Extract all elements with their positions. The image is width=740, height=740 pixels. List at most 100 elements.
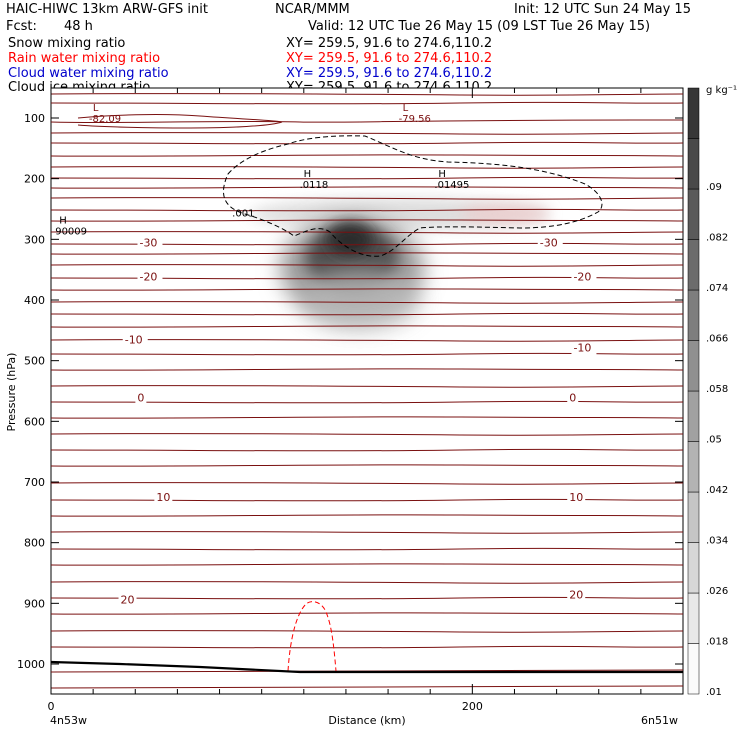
- field-label-cloud-water: Cloud water mixing ratio: [8, 66, 169, 81]
- cloud-water-contour: [223, 135, 603, 257]
- isotherm-line: [51, 312, 683, 316]
- temperature-contours: [51, 93, 683, 689]
- low-contour: [77, 114, 283, 129]
- y-tick-label: 600: [24, 415, 45, 428]
- contour-label: -30: [139, 237, 157, 250]
- colorbar-label: .074: [706, 283, 728, 294]
- contour-label: -30: [540, 237, 558, 250]
- isotherm-line: [51, 197, 683, 200]
- y-tick-label: 100: [24, 112, 45, 125]
- colorbar-label: .018: [706, 637, 728, 648]
- field-label-rain: Rain water mixing ratio: [8, 51, 161, 66]
- isotherm-line: [51, 101, 683, 105]
- fcst-label: Fcst:: [6, 19, 37, 34]
- isotherm-line: [51, 645, 683, 649]
- isotherm-line: [51, 219, 683, 222]
- colorbar-band: [687, 289, 700, 341]
- isotherm-line: [51, 547, 683, 551]
- isotherm-line: [51, 288, 683, 291]
- isotherm-line: [51, 252, 683, 255]
- colorbar-band: [687, 188, 700, 240]
- isotherm-line: [51, 433, 683, 436]
- title-left: HAIC-HIWC 13km ARW-GFS init: [6, 2, 208, 17]
- isotherm-line: [51, 154, 683, 157]
- isotherm-line: [51, 464, 683, 467]
- colorbar-label: .034: [706, 536, 728, 547]
- colorbar: .01 .018 .026 .034 .042 .05 .058 .066 .074 .082 .0…: [687, 87, 728, 698]
- isotherm-line: [51, 186, 683, 189]
- y-tick-label: 300: [24, 233, 45, 246]
- colorbar-band: [687, 87, 700, 139]
- hl-marker-value: -79.56: [399, 114, 431, 125]
- rain-water-contour: [287, 601, 337, 672]
- isotherm-line: [51, 531, 683, 534]
- field-label-snow: Snow mixing ratio: [8, 36, 126, 51]
- contour-label-bg: [118, 594, 137, 607]
- colorbar-band: [687, 138, 700, 190]
- contour-label-bg: [537, 237, 563, 250]
- colorbar-label: .05: [706, 435, 722, 446]
- isotherm-line: [51, 448, 683, 452]
- isotherm-line: [51, 563, 683, 566]
- colorbar-band: [687, 542, 700, 594]
- hl-marker-letter: H: [59, 215, 67, 226]
- fcst-value: 48 h: [64, 19, 93, 34]
- colorbar-band: [687, 643, 700, 695]
- contour-labels: -30 -30 -20 -20 -10 -10 0 0 10 10 20 20: [118, 237, 597, 607]
- contour-label: -10: [573, 342, 591, 355]
- colorbar-label: .09: [706, 182, 722, 193]
- colorbar-band: [687, 592, 700, 644]
- colorbar-unit: g kg⁻¹: [706, 85, 737, 96]
- y-tick-label: 900: [24, 597, 45, 610]
- hl-marker-value: .001: [232, 208, 254, 219]
- contour-label-bg: [571, 342, 597, 355]
- contour-label-bg: [154, 491, 173, 504]
- contour-label: -20: [573, 271, 591, 284]
- contour-label-bg: [135, 392, 147, 405]
- isotherm-line: [51, 339, 683, 342]
- isotherm-line: [51, 119, 683, 124]
- isotherm-line: [51, 208, 683, 212]
- y-tick-label: 1000: [17, 658, 45, 671]
- isotherm-line: [51, 368, 683, 371]
- isotherm-line: [51, 166, 683, 169]
- contour-label: 10: [569, 491, 583, 504]
- isotherm-line: [51, 132, 683, 135]
- contour-label-bg: [571, 271, 597, 284]
- isotherm-line: [51, 416, 683, 419]
- hl-marker-value: .0118: [300, 180, 329, 191]
- x-tick-label: 200: [462, 700, 483, 713]
- isotherm-line: [51, 581, 683, 584]
- colorbar-band: [687, 441, 700, 493]
- contour-label-bg: [567, 589, 586, 602]
- colorbar-label: .058: [706, 384, 728, 395]
- contour-label-bg: [122, 334, 148, 347]
- contour-label-bg: [137, 271, 163, 284]
- isotherm-line: [51, 264, 683, 267]
- colorbar-band: [687, 239, 700, 291]
- isotherm-line: [51, 352, 683, 356]
- contour-label-bg: [567, 491, 586, 504]
- isotherm-line: [51, 242, 683, 246]
- field-xy-snow: XY= 259.5, 91.6 to 274.6,110.2: [286, 36, 493, 51]
- isotherm-line: [51, 276, 683, 280]
- isotherm-line: [51, 482, 683, 485]
- colorbar-label: .01: [706, 687, 722, 698]
- hl-marker-letter: H: [304, 169, 312, 180]
- isotherm-line: [51, 141, 683, 145]
- y-tick-label: 500: [24, 355, 45, 368]
- isotherm-line: [51, 400, 683, 404]
- isotherm-line: [51, 301, 683, 304]
- isotherm-line: [51, 514, 683, 517]
- colorbar-label: .042: [706, 485, 728, 496]
- field-xy-cloud-water: XY= 259.5, 91.6 to 274.6,110.2: [286, 66, 493, 81]
- isotherm-line: [51, 596, 683, 600]
- field-xy-rain: XY= 259.5, 91.6 to 274.6,110.2: [286, 51, 493, 66]
- colorbar-band: [687, 340, 700, 392]
- contour-label: -20: [139, 271, 157, 284]
- contour-label: -10: [125, 334, 143, 347]
- y-axis-label: Pressure (hPa): [5, 353, 18, 432]
- hl-marker-value: 90009: [55, 226, 87, 237]
